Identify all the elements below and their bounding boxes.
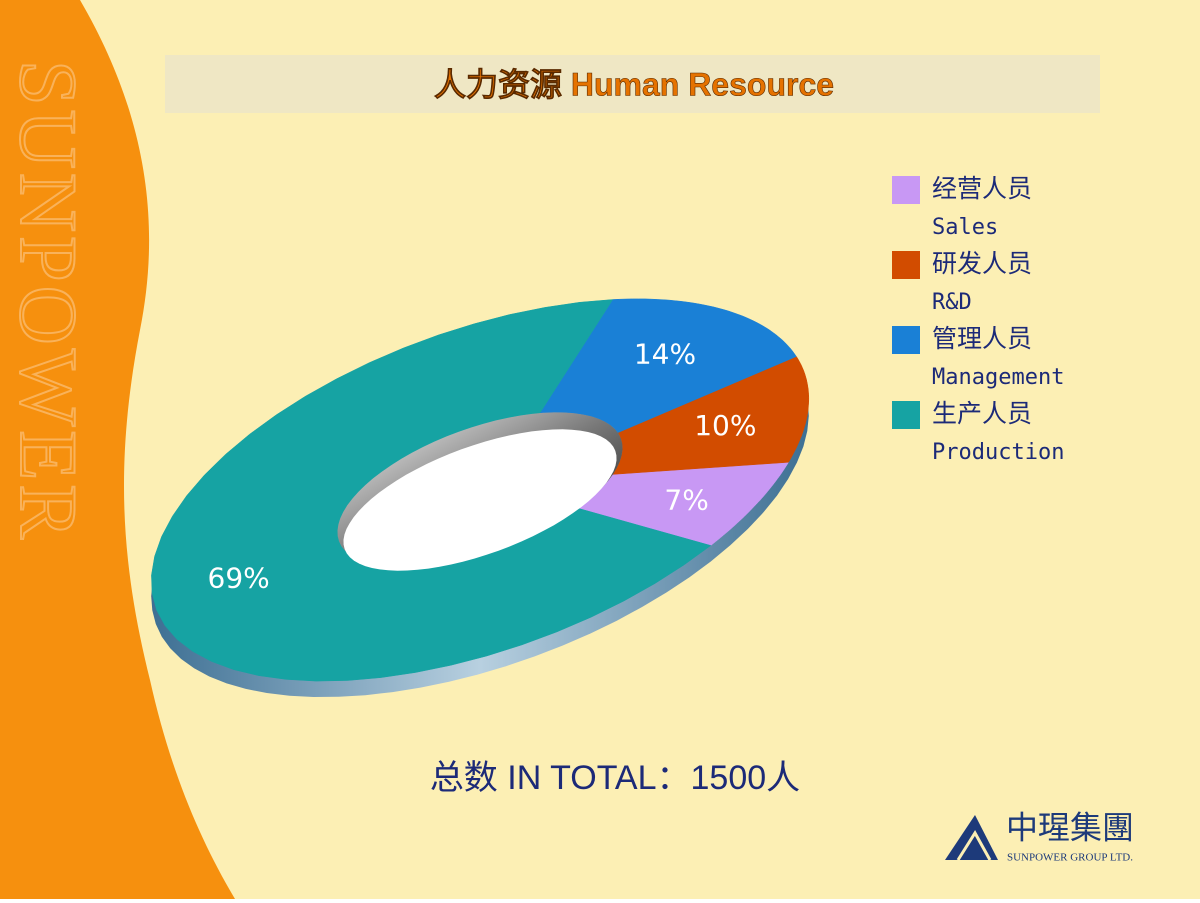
donut-hole <box>343 429 617 571</box>
legend-label-en: R&D <box>932 290 972 315</box>
legend-label: 管理人员 <box>932 324 1032 353</box>
legend-label: 生产人员 <box>932 399 1032 428</box>
side-wave <box>0 0 235 899</box>
legend-label-en: Management <box>932 365 1064 390</box>
watermark: SUNPOWER <box>3 60 94 543</box>
legend: 经营人员 Sales 研发人员 R&D 管理人员 Management 生产人员 Produc… <box>892 174 1064 465</box>
value-label: 69% <box>208 562 270 595</box>
legend-swatch <box>892 251 920 279</box>
footer: 总数 IN TOTAL：1500人 <box>430 759 800 797</box>
logo: 中瑆集團 SUNPOWER GROUP LTD. <box>945 809 1134 864</box>
legend-label: 经营人员 <box>932 174 1032 203</box>
legend-label-en: Sales <box>932 215 998 240</box>
legend-swatch <box>892 401 920 429</box>
donut-chart: 7% 10% 14% 69% <box>151 298 810 697</box>
value-label: 10% <box>694 409 756 442</box>
legend-label-en: Production <box>932 440 1064 465</box>
chart-title: 人力资源 Human Resource <box>434 66 834 102</box>
value-label: 7% <box>664 484 708 517</box>
legend-label: 研发人员 <box>932 249 1032 278</box>
logo-stripe <box>956 830 992 861</box>
title-band <box>165 55 1100 113</box>
legend-swatch <box>892 326 920 354</box>
legend-swatch <box>892 176 920 204</box>
logo-subtitle: SUNPOWER GROUP LTD. <box>1007 852 1133 864</box>
value-label: 14% <box>634 338 696 371</box>
logo-name: 中瑆集團 <box>1006 809 1134 847</box>
